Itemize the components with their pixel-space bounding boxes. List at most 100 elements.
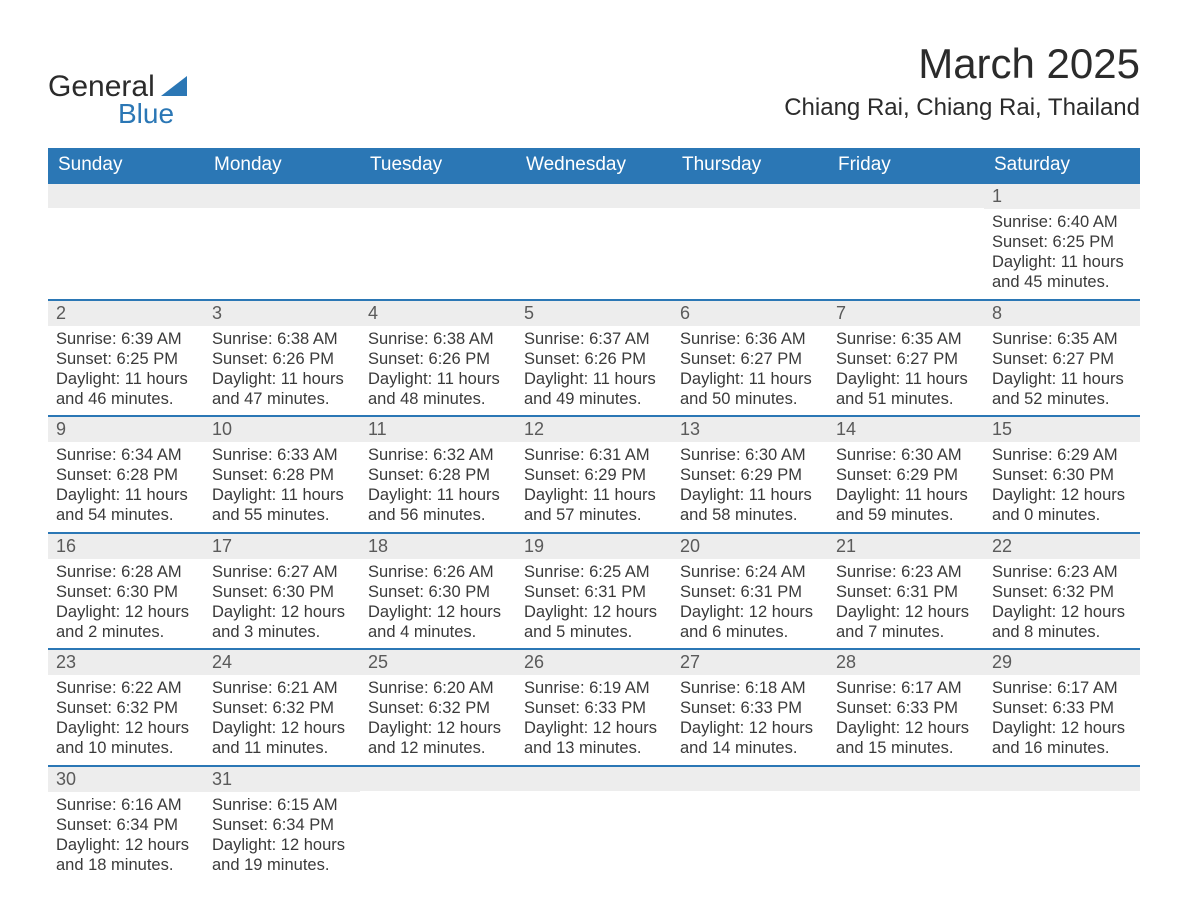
day-body: Sunrise: 6:32 AMSunset: 6:28 PMDaylight:… xyxy=(360,442,516,532)
day-number: 12 xyxy=(516,417,672,442)
day-body: Sunrise: 6:38 AMSunset: 6:26 PMDaylight:… xyxy=(360,326,516,416)
sunrise-line: Sunrise: 6:17 AM xyxy=(992,678,1132,698)
day-body: Sunrise: 6:25 AMSunset: 6:31 PMDaylight:… xyxy=(516,559,672,649)
day-body: Sunrise: 6:31 AMSunset: 6:29 PMDaylight:… xyxy=(516,442,672,532)
day-body: Sunrise: 6:35 AMSunset: 6:27 PMDaylight:… xyxy=(984,326,1140,416)
day-body xyxy=(828,208,984,294)
calendar-cell: 29Sunrise: 6:17 AMSunset: 6:33 PMDayligh… xyxy=(984,649,1140,766)
daylight-line: Daylight: 12 hours and 8 minutes. xyxy=(992,602,1132,642)
sunrise-line: Sunrise: 6:24 AM xyxy=(680,562,820,582)
calendar-cell xyxy=(516,183,672,300)
day-number: 8 xyxy=(984,301,1140,326)
day-number xyxy=(672,767,828,791)
sunrise-line: Sunrise: 6:17 AM xyxy=(836,678,976,698)
day-body: Sunrise: 6:35 AMSunset: 6:27 PMDaylight:… xyxy=(828,326,984,416)
calendar-cell: 18Sunrise: 6:26 AMSunset: 6:30 PMDayligh… xyxy=(360,533,516,650)
sunset-line: Sunset: 6:30 PM xyxy=(992,465,1132,485)
day-body: Sunrise: 6:23 AMSunset: 6:31 PMDaylight:… xyxy=(828,559,984,649)
day-body: Sunrise: 6:39 AMSunset: 6:25 PMDaylight:… xyxy=(48,326,204,416)
day-body: Sunrise: 6:17 AMSunset: 6:33 PMDaylight:… xyxy=(828,675,984,765)
day-number: 31 xyxy=(204,767,360,792)
day-number: 1 xyxy=(984,184,1140,209)
sunrise-line: Sunrise: 6:21 AM xyxy=(212,678,352,698)
daylight-line: Daylight: 11 hours and 58 minutes. xyxy=(680,485,820,525)
calendar-cell: 16Sunrise: 6:28 AMSunset: 6:30 PMDayligh… xyxy=(48,533,204,650)
day-body: Sunrise: 6:30 AMSunset: 6:29 PMDaylight:… xyxy=(672,442,828,532)
day-body: Sunrise: 6:23 AMSunset: 6:32 PMDaylight:… xyxy=(984,559,1140,649)
sunset-line: Sunset: 6:32 PM xyxy=(992,582,1132,602)
sunset-line: Sunset: 6:28 PM xyxy=(212,465,352,485)
sunrise-line: Sunrise: 6:36 AM xyxy=(680,329,820,349)
calendar-cell: 27Sunrise: 6:18 AMSunset: 6:33 PMDayligh… xyxy=(672,649,828,766)
day-body: Sunrise: 6:24 AMSunset: 6:31 PMDaylight:… xyxy=(672,559,828,649)
day-number: 2 xyxy=(48,301,204,326)
sunrise-line: Sunrise: 6:23 AM xyxy=(836,562,976,582)
daylight-line: Daylight: 11 hours and 45 minutes. xyxy=(992,252,1132,292)
day-number: 23 xyxy=(48,650,204,675)
calendar-row: 1Sunrise: 6:40 AMSunset: 6:25 PMDaylight… xyxy=(48,183,1140,300)
sunset-line: Sunset: 6:30 PM xyxy=(368,582,508,602)
sunset-line: Sunset: 6:26 PM xyxy=(212,349,352,369)
sunset-line: Sunset: 6:32 PM xyxy=(212,698,352,718)
calendar-cell xyxy=(672,183,828,300)
day-body: Sunrise: 6:30 AMSunset: 6:29 PMDaylight:… xyxy=(828,442,984,532)
day-number: 21 xyxy=(828,534,984,559)
sunset-line: Sunset: 6:27 PM xyxy=(680,349,820,369)
calendar-cell xyxy=(360,766,516,882)
sunrise-line: Sunrise: 6:33 AM xyxy=(212,445,352,465)
calendar-cell: 9Sunrise: 6:34 AMSunset: 6:28 PMDaylight… xyxy=(48,416,204,533)
day-body xyxy=(204,208,360,294)
weekday-header: Thursday xyxy=(672,148,828,183)
sunrise-line: Sunrise: 6:34 AM xyxy=(56,445,196,465)
calendar-cell: 17Sunrise: 6:27 AMSunset: 6:30 PMDayligh… xyxy=(204,533,360,650)
daylight-line: Daylight: 12 hours and 3 minutes. xyxy=(212,602,352,642)
sunrise-line: Sunrise: 6:27 AM xyxy=(212,562,352,582)
sunset-line: Sunset: 6:29 PM xyxy=(680,465,820,485)
calendar-cell: 26Sunrise: 6:19 AMSunset: 6:33 PMDayligh… xyxy=(516,649,672,766)
calendar-cell: 20Sunrise: 6:24 AMSunset: 6:31 PMDayligh… xyxy=(672,533,828,650)
sunset-line: Sunset: 6:29 PM xyxy=(836,465,976,485)
sunrise-line: Sunrise: 6:35 AM xyxy=(992,329,1132,349)
calendar-cell xyxy=(828,766,984,882)
calendar-row: 2Sunrise: 6:39 AMSunset: 6:25 PMDaylight… xyxy=(48,300,1140,417)
daylight-line: Daylight: 12 hours and 6 minutes. xyxy=(680,602,820,642)
sunset-line: Sunset: 6:31 PM xyxy=(680,582,820,602)
day-number: 27 xyxy=(672,650,828,675)
calendar-body: 1 Sunrise: 6:40 AM Sunset: 6:25 PM Daylight… xyxy=(48,183,1140,881)
sunset-line: Sunset: 6:33 PM xyxy=(992,698,1132,718)
sunset-line: Sunset: 6:32 PM xyxy=(368,698,508,718)
sunset-line: Sunset: 6:25 PM xyxy=(56,349,196,369)
daylight-line: Daylight: 11 hours and 50 minutes. xyxy=(680,369,820,409)
daylight-line: Daylight: 12 hours and 19 minutes. xyxy=(212,835,352,875)
sunset-line: Sunset: 6:31 PM xyxy=(836,582,976,602)
sunrise-line: Sunrise: 6:18 AM xyxy=(680,678,820,698)
daylight-line: Daylight: 12 hours and 12 minutes. xyxy=(368,718,508,758)
day-number xyxy=(672,184,828,208)
day-body: Sunrise: 6:18 AMSunset: 6:33 PMDaylight:… xyxy=(672,675,828,765)
sunrise-line: Sunrise: 6:29 AM xyxy=(992,445,1132,465)
calendar-cell: 30Sunrise: 6:16 AMSunset: 6:34 PMDayligh… xyxy=(48,766,204,882)
sunset-line: Sunset: 6:28 PM xyxy=(368,465,508,485)
daylight-line: Daylight: 12 hours and 16 minutes. xyxy=(992,718,1132,758)
day-body: Sunrise: 6:37 AMSunset: 6:26 PMDaylight:… xyxy=(516,326,672,416)
sunset-line: Sunset: 6:33 PM xyxy=(680,698,820,718)
day-body: Sunrise: 6:36 AMSunset: 6:27 PMDaylight:… xyxy=(672,326,828,416)
day-body: Sunrise: 6:29 AMSunset: 6:30 PMDaylight:… xyxy=(984,442,1140,532)
header: General Blue March 2025 Chiang Rai, Chia… xyxy=(48,40,1140,130)
sunset-line: Sunset: 6:27 PM xyxy=(836,349,976,369)
day-body: Sunrise: 6:38 AMSunset: 6:26 PMDaylight:… xyxy=(204,326,360,416)
sunrise-line: Sunrise: 6:40 AM xyxy=(992,212,1132,232)
day-number: 24 xyxy=(204,650,360,675)
weekday-header: Sunday xyxy=(48,148,204,183)
calendar-cell: 13Sunrise: 6:30 AMSunset: 6:29 PMDayligh… xyxy=(672,416,828,533)
day-number: 3 xyxy=(204,301,360,326)
calendar-cell: 31Sunrise: 6:15 AMSunset: 6:34 PMDayligh… xyxy=(204,766,360,882)
calendar-cell: 23Sunrise: 6:22 AMSunset: 6:32 PMDayligh… xyxy=(48,649,204,766)
day-body xyxy=(828,791,984,877)
sunrise-line: Sunrise: 6:39 AM xyxy=(56,329,196,349)
day-body: Sunrise: 6:20 AMSunset: 6:32 PMDaylight:… xyxy=(360,675,516,765)
sunset-line: Sunset: 6:30 PM xyxy=(56,582,196,602)
calendar-cell: 28Sunrise: 6:17 AMSunset: 6:33 PMDayligh… xyxy=(828,649,984,766)
daylight-line: Daylight: 12 hours and 15 minutes. xyxy=(836,718,976,758)
day-body: Sunrise: 6:33 AMSunset: 6:28 PMDaylight:… xyxy=(204,442,360,532)
